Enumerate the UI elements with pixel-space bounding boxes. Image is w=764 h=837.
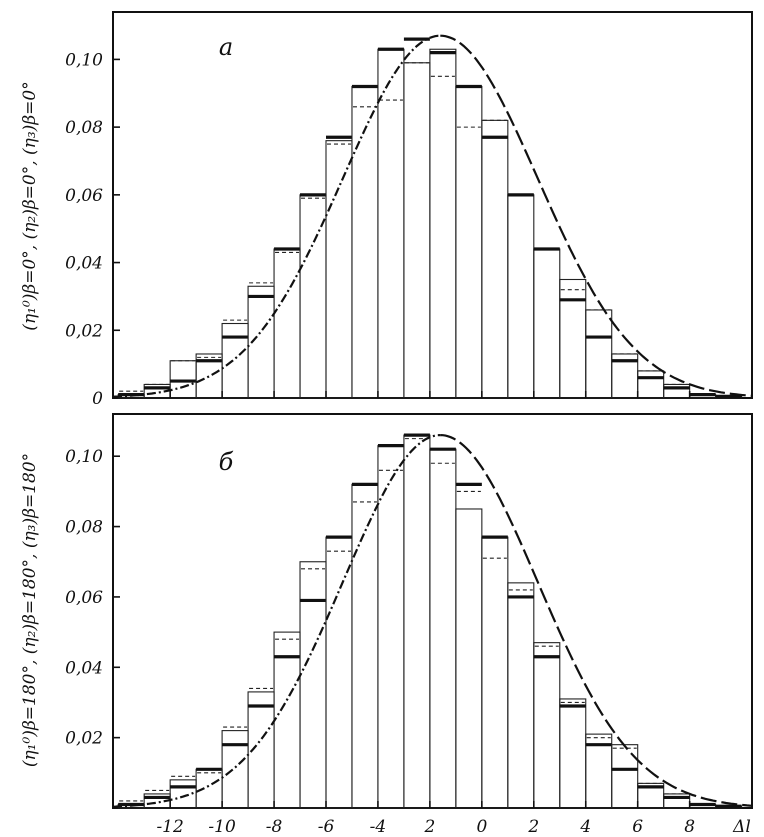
- bar: [637, 370, 665, 399]
- y-tick-label: 0,04: [65, 254, 103, 274]
- y-tick-label: 0,04: [65, 658, 103, 678]
- y-tick-label: 0,02: [65, 729, 103, 749]
- bar: [273, 248, 301, 399]
- x-tick-label: 8: [684, 817, 695, 837]
- bar: [169, 360, 197, 399]
- bar: [377, 445, 405, 809]
- bar: [533, 642, 561, 809]
- panel-label: б: [219, 448, 234, 476]
- y-tick-label: 0,10: [65, 447, 103, 467]
- bar: [429, 48, 457, 399]
- x-tick-label: -10: [208, 817, 236, 837]
- bar: [455, 508, 483, 809]
- bar: [299, 561, 327, 809]
- y-tick-label: 0,10: [65, 50, 103, 70]
- x-tick-label: 2: [423, 817, 435, 837]
- fit-curve-right: [440, 34, 753, 397]
- x-tick-label: 2: [527, 817, 539, 837]
- x-axis-label: Δl: [732, 817, 751, 837]
- panel-label: a: [219, 33, 233, 61]
- x-tick-label: -12: [156, 817, 183, 837]
- x-tick-label: 4: [579, 817, 591, 837]
- panel-a: 0 0,02 0,04 0,06 0,08 0,10 (η₁⁰)β=0°, (η₂)β=0°…: [20, 11, 753, 409]
- x-tick-label: 6: [632, 817, 643, 837]
- y-tick-label: 0,08: [65, 118, 103, 138]
- bar: [507, 582, 535, 809]
- bar: [559, 278, 587, 399]
- bar: [429, 448, 457, 809]
- bar: [611, 744, 639, 809]
- bar: [195, 768, 223, 809]
- bar: [663, 793, 691, 809]
- fit-curve-left: [112, 434, 441, 808]
- fit-curve-left: [112, 34, 441, 398]
- bar: [507, 194, 535, 399]
- y-tick-label: 0,06: [65, 186, 103, 206]
- y-tick-label: 0,08: [65, 518, 103, 538]
- bar: [533, 248, 561, 399]
- bar: [221, 322, 249, 399]
- bar: [351, 483, 379, 809]
- x-tick-label: -8: [266, 817, 283, 837]
- y-tick-label: 0,06: [65, 588, 103, 608]
- bar: [351, 85, 379, 399]
- x-tick-label: -4: [370, 817, 387, 837]
- bar: [325, 140, 353, 399]
- bar: [481, 536, 509, 809]
- y-tick-label: 0: [92, 389, 103, 409]
- bar: [585, 309, 613, 399]
- plot-frame: [112, 413, 753, 809]
- fit-curve-right: [440, 434, 753, 807]
- panel-b: 0,02 0,04 0,06 0,08 0,10 (η₁⁰)β=180°, (η₂)β=1…: [20, 413, 753, 809]
- y-tick-label: 0,02: [65, 321, 103, 341]
- bar: [559, 698, 587, 809]
- bar: [481, 119, 509, 399]
- bar: [221, 730, 249, 809]
- y-axis-label: (η₁⁰)β=0°, (η₂)β=0°, (η₃)β=0°: [20, 81, 40, 330]
- bar: [273, 631, 301, 809]
- y-axis-label: (η₁⁰)β=180°, (η₂)β=180°, (η₃)β=180°: [20, 453, 40, 767]
- bar: [455, 85, 483, 399]
- bar: [325, 536, 353, 809]
- x-tick-label: -6: [318, 817, 335, 837]
- plot-frame: [112, 11, 753, 399]
- bar: [377, 48, 405, 399]
- x-axis: -12 -10 -8 -6 -4 2 0 2 4 6 8 Δl: [156, 391, 751, 837]
- x-tick-label: 0: [476, 817, 487, 837]
- bar: [403, 62, 431, 399]
- bar: [403, 434, 431, 809]
